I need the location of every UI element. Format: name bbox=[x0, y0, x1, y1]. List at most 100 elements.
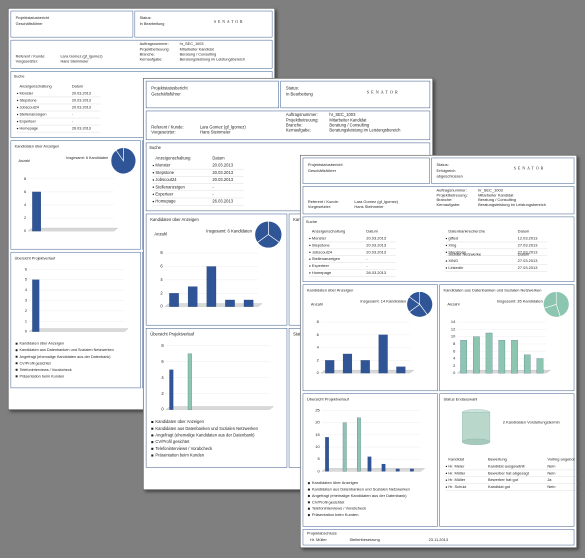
axis-label: Anzahl bbox=[447, 301, 459, 306]
y-tick-label: 12 bbox=[451, 326, 455, 331]
pie-slice bbox=[543, 291, 557, 309]
legend-entry: Präsentation beim Kunden bbox=[155, 453, 204, 458]
table-cell: Hr. Müller bbox=[448, 470, 466, 475]
field-value: hr_SEC_1003 bbox=[180, 41, 204, 46]
field-label: Branche: bbox=[286, 122, 303, 127]
bar bbox=[342, 422, 347, 472]
field-label: Projektbetreuung: bbox=[286, 117, 319, 122]
table-cell: Nein bbox=[547, 470, 555, 475]
y-tick-label: 2 bbox=[24, 215, 26, 220]
field-label: Projektbetreuung: bbox=[437, 192, 468, 197]
table-cell: Hr. Müller bbox=[448, 477, 466, 482]
logo: SENATOR bbox=[367, 89, 400, 94]
bullet bbox=[445, 472, 448, 475]
table-header: Datum bbox=[212, 155, 225, 160]
table-cell: Homepage bbox=[312, 270, 332, 275]
axis-label: Anzahl bbox=[311, 301, 323, 306]
bar bbox=[342, 353, 353, 374]
field-value: Beratung / Consulting bbox=[180, 51, 217, 56]
bar bbox=[536, 358, 544, 374]
bullet bbox=[445, 479, 448, 481]
table-cell: Stepstone bbox=[312, 242, 331, 247]
bullet bbox=[445, 260, 448, 262]
y-tick-label: 4 bbox=[453, 356, 456, 361]
contact-label: Vorgesetzter: bbox=[151, 130, 175, 135]
panel-frame bbox=[302, 284, 438, 392]
table-cell: Jobscout24 bbox=[155, 177, 177, 182]
panel-title: Kandidaten über Anzeigen bbox=[150, 217, 199, 222]
panel-frame bbox=[280, 80, 431, 109]
table-cell: - bbox=[72, 119, 74, 124]
field-label: Branche: bbox=[140, 51, 155, 56]
table-cell: 12.03.2013 bbox=[518, 236, 539, 241]
y-tick-label: 0 bbox=[24, 228, 27, 233]
y-tick-label: 3 bbox=[25, 297, 27, 302]
legend-swatch bbox=[307, 501, 310, 504]
cylinder-base bbox=[462, 438, 491, 445]
table-cell: Stepstone bbox=[19, 97, 36, 102]
table-cell: Stellenanzeigen bbox=[312, 256, 340, 261]
legend-entry: Kandidaten über Anzeigen bbox=[312, 480, 358, 485]
bar bbox=[325, 360, 335, 374]
table-cell: - bbox=[366, 256, 368, 261]
status-value: abgeschlossen bbox=[437, 174, 463, 179]
bar bbox=[225, 299, 235, 307]
field-value: Beratungsleistung im Leistungsbereich bbox=[329, 128, 401, 133]
y-tick-label: 6 bbox=[160, 264, 163, 269]
chart-floor bbox=[28, 328, 129, 332]
panel-frame bbox=[10, 39, 273, 69]
table-cell: 26.03.2013 bbox=[366, 270, 387, 275]
legend-swatch bbox=[15, 368, 18, 371]
table-cell: 20.03.2013 bbox=[212, 170, 233, 175]
y-tick-label: 5 bbox=[25, 277, 28, 282]
bar bbox=[169, 369, 174, 410]
bullet bbox=[16, 120, 19, 123]
legend-entry: Kandidaten über Anzeigen bbox=[19, 341, 64, 346]
bullet bbox=[445, 237, 448, 240]
field-value: Beratungsleistung im Leistungsbereich bbox=[478, 202, 546, 207]
table-header: Datum bbox=[518, 229, 530, 234]
panel-title: Kandidaten aus Datenbanken und Sozialen … bbox=[443, 288, 541, 293]
field-label: Kernaufgabe: bbox=[140, 56, 163, 61]
table-cell: Monster bbox=[155, 163, 171, 168]
field-value: Beratung / Consulting bbox=[329, 122, 369, 127]
report-title: Geschäftsführer bbox=[308, 168, 337, 173]
table-cell: Stellenanzeigen bbox=[155, 184, 185, 189]
table-cell: Kandidat ausgewählt bbox=[488, 464, 526, 469]
table-cell: 20.03.2013 bbox=[212, 177, 233, 182]
bullet bbox=[309, 272, 311, 274]
y-tick-label: 4 bbox=[25, 287, 28, 292]
legend-swatch bbox=[307, 482, 310, 485]
table-cell: Ja bbox=[547, 477, 552, 482]
bullet bbox=[309, 244, 311, 247]
y-tick-label: 0 bbox=[318, 468, 321, 473]
bar bbox=[206, 266, 217, 307]
panel-title: Übersicht Projektverlauf bbox=[15, 255, 56, 260]
legend-swatch bbox=[151, 434, 154, 437]
legend-entry: Kandidaten aus Datenbanken und Sozialen … bbox=[19, 347, 113, 352]
legend-swatch bbox=[151, 441, 154, 444]
table-cell: Kandidat gut bbox=[488, 484, 511, 489]
bullet bbox=[445, 267, 448, 269]
panel-frame bbox=[145, 213, 288, 326]
pie-slice bbox=[254, 220, 269, 243]
legend-entry: Kandidaten über Anzeigen bbox=[155, 419, 204, 424]
table-header: Soziale Netzwerke bbox=[448, 251, 482, 256]
legend-entry: Präsentation beim Kunden bbox=[19, 373, 64, 378]
pie-slice bbox=[256, 234, 280, 249]
field-label: Auftragsnummer: bbox=[437, 187, 467, 192]
y-tick-label: 0 bbox=[160, 304, 163, 309]
page-border bbox=[300, 155, 577, 548]
contact-label: Referent / Kunde: bbox=[308, 199, 339, 204]
bullet bbox=[152, 179, 155, 181]
table-cell: Xing bbox=[448, 242, 456, 247]
closing-cell: 23.11.2013 bbox=[429, 537, 449, 542]
y-tick-label: 8 bbox=[317, 319, 320, 324]
axis-label: Anzahl bbox=[18, 158, 30, 163]
chart-floor bbox=[27, 227, 119, 232]
table-header: Kandidat bbox=[448, 457, 465, 462]
y-tick-label: 6 bbox=[24, 189, 26, 194]
bullet bbox=[309, 237, 311, 240]
contact-value: Hans Steinmeier bbox=[60, 58, 89, 63]
